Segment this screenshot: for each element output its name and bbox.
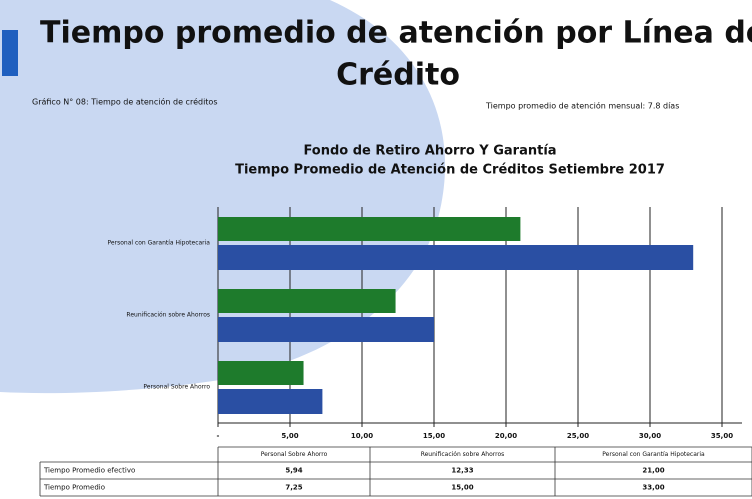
bar [218,389,323,414]
value-label: 5,94 [285,467,302,475]
bar [218,289,396,313]
value-label: 7,25 [285,484,302,492]
bar [218,317,434,342]
x-tick-label: 15,00 [423,432,445,440]
value-label: 21,00 [642,467,664,475]
x-tick-label: 30,00 [639,432,661,440]
x-tick-label: 20,00 [495,432,517,440]
bar [218,245,694,270]
value-label: 12,33 [451,467,473,475]
y-tick-label: Reunificación sobre Ahorros [126,312,210,319]
x-tick-label: 35,00 [711,432,733,440]
left-note: Gráfico N° 08: Tiempo de atención de cré… [32,97,217,107]
value-label: 15,00 [451,484,473,492]
table-header: Personal Sobre Ahorro [261,451,328,458]
chart-subtitle: Tiempo Promedio de Atención de Créditos … [235,163,665,178]
legend-label: Tiempo Promedio efectivo [43,467,135,475]
chart-title: Fondo de Retiro Ahorro Y Garantía [303,144,556,159]
title-line1: Tiempo promedio de atención por Línea de [40,16,752,51]
table-header: Personal con Garantía Hipotecaria [602,451,705,458]
x-tick-label: 5,00 [281,432,298,440]
bar [218,361,304,385]
table-header: Reunificación sobre Ahorros [421,451,505,458]
bar [218,217,521,241]
x-tick-label: - [217,432,220,440]
y-tick-label: Personal con Garantía Hipotecaria [108,240,211,247]
right-note: Tiempo promedio de atención mensual: 7.8… [485,101,679,111]
decor-bar [2,30,18,76]
x-tick-label: 25,00 [567,432,589,440]
legend-label: Tiempo Promedio [43,484,105,492]
value-label: 33,00 [642,484,664,492]
title-line2: Crédito [336,58,460,93]
x-tick-label: 10,00 [351,432,373,440]
y-tick-label: Personal Sobre Ahorro [143,384,210,391]
